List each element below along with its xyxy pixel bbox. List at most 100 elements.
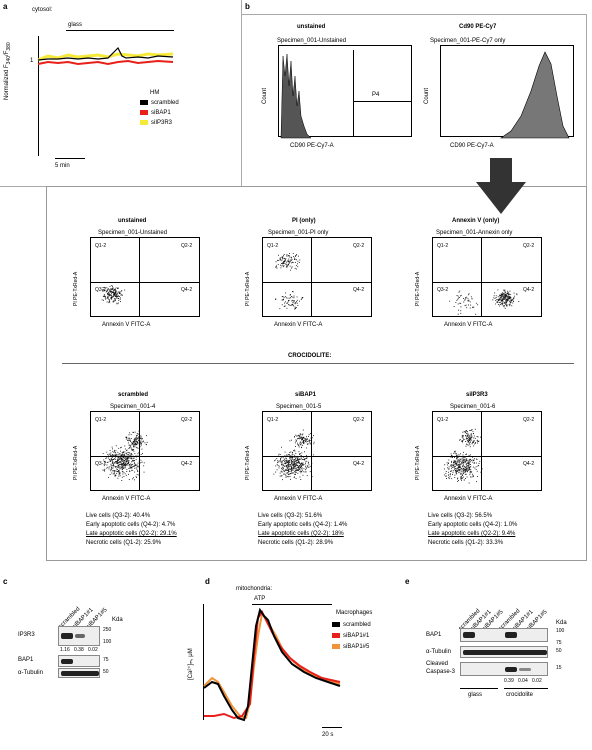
event-dot <box>290 469 292 471</box>
event-dot <box>303 464 305 466</box>
event-dot <box>287 462 289 463</box>
event-dot <box>119 291 120 293</box>
event-dot <box>298 434 300 436</box>
event-dot <box>114 455 116 457</box>
event-dot <box>103 287 105 289</box>
event-dot <box>122 462 124 464</box>
event-dot <box>294 450 296 452</box>
event-dot <box>281 461 283 463</box>
event-dot <box>128 468 130 469</box>
event-dot <box>294 464 296 466</box>
event-dot <box>276 267 278 269</box>
event-dot <box>108 453 110 455</box>
event-dot <box>114 475 116 477</box>
event-dot <box>504 294 506 295</box>
event-dot <box>477 442 478 444</box>
event-dot <box>109 294 111 296</box>
event-dot <box>120 458 121 460</box>
event-dot <box>460 295 461 297</box>
event-dot <box>306 436 307 438</box>
event-dot <box>450 464 452 466</box>
event-dot <box>116 460 118 462</box>
event-dot <box>469 440 471 442</box>
event-dot <box>502 305 504 307</box>
event-dot <box>292 291 294 293</box>
event-dot <box>295 472 297 473</box>
event-dot <box>472 475 474 477</box>
event-dot <box>313 435 314 437</box>
event-dot <box>121 480 123 481</box>
event-dot <box>446 462 448 464</box>
event-dot <box>135 467 137 469</box>
event-dot <box>460 472 462 474</box>
event-dot <box>453 452 455 454</box>
event-dot <box>506 294 508 296</box>
event-dot <box>469 301 471 303</box>
event-dot <box>464 299 466 301</box>
event-dot <box>134 441 136 443</box>
event-dot <box>131 448 133 450</box>
event-dot <box>292 452 293 454</box>
event-dot <box>477 436 479 438</box>
event-dot <box>118 453 120 455</box>
event-dot <box>116 466 118 468</box>
event-dot <box>118 287 119 289</box>
event-dot <box>498 299 500 301</box>
event-dot <box>300 438 302 439</box>
event-dot <box>299 453 301 455</box>
event-dot <box>473 435 475 437</box>
sample-1-specimen: Specimen_001-4 <box>110 404 156 410</box>
event-dot <box>300 467 301 469</box>
event-dot <box>279 472 281 474</box>
event-dot <box>114 298 116 300</box>
event-dot <box>122 294 123 296</box>
event-dot <box>512 298 514 299</box>
event-dot <box>123 453 125 455</box>
event-dot <box>295 434 297 436</box>
event-dot <box>135 438 137 440</box>
event-dot <box>106 289 108 291</box>
event-dot <box>452 474 453 475</box>
quadrant-label: Q2-2 <box>523 243 535 249</box>
event-dot <box>455 471 457 472</box>
event-dot <box>277 260 279 261</box>
event-dot <box>502 299 503 301</box>
event-dot <box>113 464 114 466</box>
event-dot <box>302 463 303 465</box>
event-dot <box>114 289 115 290</box>
event-dot <box>120 450 122 452</box>
event-dot <box>296 435 298 437</box>
event-dot <box>458 480 459 481</box>
event-dot <box>453 466 455 468</box>
event-dot <box>282 258 284 260</box>
event-dot <box>110 294 112 296</box>
event-dot <box>109 290 111 292</box>
event-dot <box>289 452 291 453</box>
event-dot <box>110 288 112 290</box>
event-dot <box>284 305 286 307</box>
event-dot <box>279 454 281 455</box>
event-dot <box>470 441 471 443</box>
event-dot <box>287 473 289 475</box>
event-dot <box>131 467 133 469</box>
event-dot <box>295 255 297 256</box>
event-dot <box>288 262 290 264</box>
event-dot <box>282 469 284 471</box>
event-dot <box>136 443 138 445</box>
event-dot <box>518 301 520 302</box>
event-dot <box>471 476 473 478</box>
event-dot <box>287 297 289 299</box>
event-dot <box>109 285 111 287</box>
quadrant-label: Q2-2 <box>181 417 193 423</box>
event-dot <box>283 257 285 259</box>
event-dot <box>132 457 134 459</box>
event-dot <box>119 466 121 468</box>
event-dot <box>309 471 311 473</box>
event-dot <box>281 461 283 463</box>
event-dot <box>128 473 129 475</box>
event-dot <box>141 443 142 445</box>
event-dot <box>465 454 467 455</box>
event-dot <box>287 472 288 474</box>
event-dot <box>505 303 507 305</box>
event-dot <box>448 474 450 476</box>
